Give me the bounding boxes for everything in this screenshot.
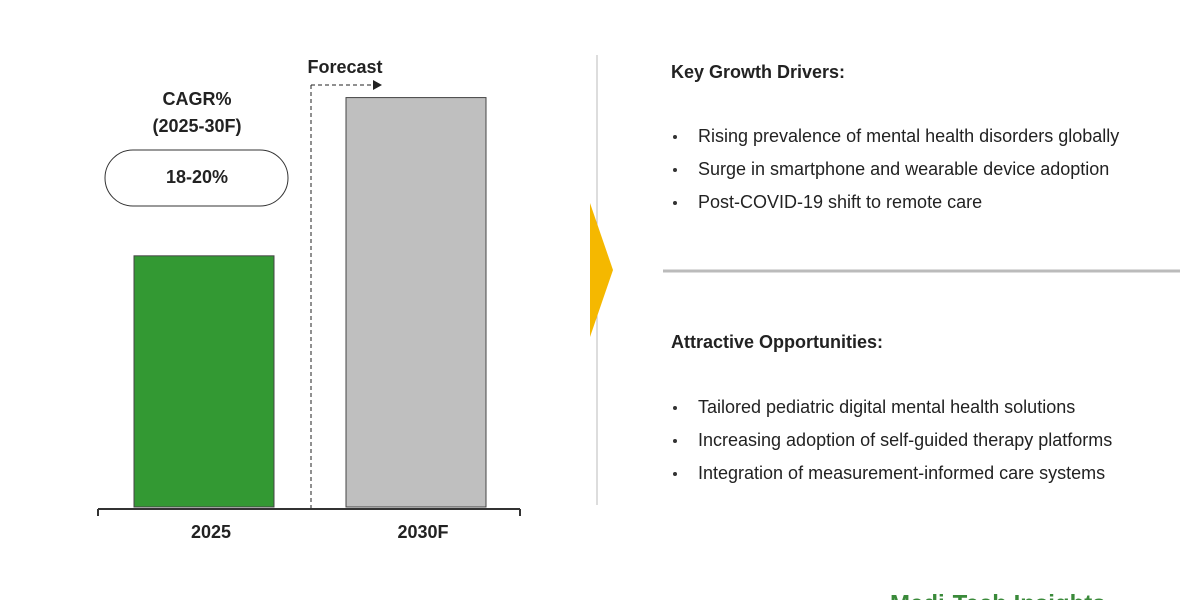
bullet (673, 168, 677, 172)
section-title: Key Growth Drivers: (671, 62, 845, 82)
cagr-pill (104, 149, 289, 207)
x-tick-label: 2030F (397, 522, 448, 542)
brand: Medi-Tech Insights (890, 590, 1106, 600)
bullet (673, 135, 677, 139)
bullet-text: Post-COVID-19 shift to remote care (698, 192, 982, 212)
bullet-text: Tailored pediatric digital mental health… (698, 397, 1075, 417)
forecast-label: Forecast (307, 57, 382, 77)
bullet (673, 201, 677, 205)
bullet-text: Integration of measurement-informed care… (698, 463, 1105, 483)
bullet (673, 406, 677, 410)
cagr-value: 18-20% (166, 167, 228, 187)
chevron (590, 203, 613, 337)
bar (133, 255, 275, 508)
bullet (673, 472, 677, 476)
bullet-text: Surge in smartphone and wearable device … (698, 159, 1109, 179)
arrow-head (373, 80, 382, 90)
x-tick-label: 2025 (191, 522, 231, 542)
bullet (673, 439, 677, 443)
bullet-text: Rising prevalence of mental health disor… (698, 126, 1119, 146)
cagr-label: CAGR% (162, 89, 231, 109)
cagr-label: (2025-30F) (152, 116, 241, 136)
section-title: Attractive Opportunities: (671, 332, 883, 352)
bar (345, 97, 487, 508)
bullet-text: Increasing adoption of self-guided thera… (698, 430, 1112, 450)
